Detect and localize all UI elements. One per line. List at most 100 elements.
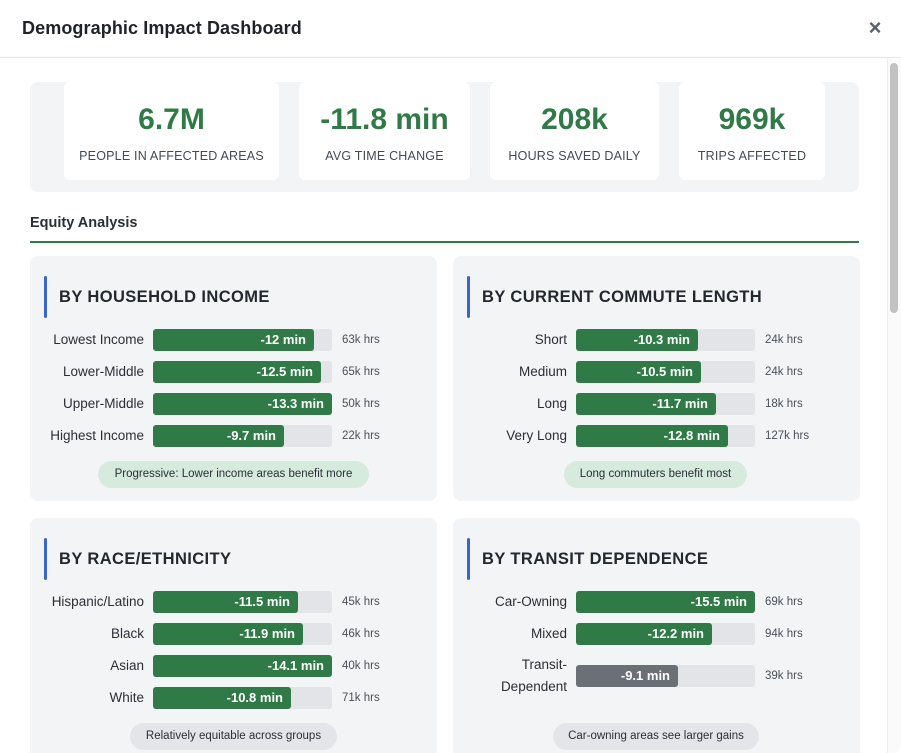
card-title: BY HOUSEHOLD INCOME (59, 288, 270, 306)
bar-track: -12.2 min (576, 623, 755, 645)
bar-label: Long (536, 396, 567, 411)
bar-track: -14.1 min (153, 655, 332, 677)
bar-fill: -12 min (153, 329, 314, 351)
bar-row: Black -11.9 min 46k hrs (30, 623, 437, 647)
stat-label: TRIPS AFFECTED (697, 149, 807, 163)
card-header: BY RACE/ETHNICITY (44, 538, 231, 580)
bar-row: Very Long -12.8 min 127k hrs (453, 425, 860, 449)
bar-row: Long -11.7 min 18k hrs (453, 393, 860, 417)
bar-fill: -10.5 min (576, 361, 701, 383)
bar-label: Very Long (506, 428, 567, 443)
stat-label: HOURS SAVED DAILY (508, 149, 641, 163)
bar-track: -15.5 min (576, 591, 755, 613)
hours-value: 24k hrs (765, 334, 803, 346)
equity-note: Progressive: Lower income areas benefit … (98, 461, 369, 488)
bar-row: Hispanic/Latino -11.5 min 45k hrs (30, 591, 437, 615)
stat-label: PEOPLE IN AFFECTED AREAS (79, 149, 264, 163)
hours-value: 65k hrs (342, 366, 380, 378)
bar-track: -10.5 min (576, 361, 755, 383)
modal-body[interactable]: 6.7M PEOPLE IN AFFECTED AREAS -11.8 min … (0, 59, 901, 753)
bar-label: Black (110, 626, 144, 641)
bar-fill: -15.5 min (576, 591, 755, 613)
bar-label-line: Transit- (521, 657, 567, 672)
hours-value: 69k hrs (765, 596, 803, 608)
hours-value: 127k hrs (765, 430, 810, 442)
bar-fill: -9.1 min (576, 665, 678, 687)
bar-row: Upper-Middle -13.3 min 50k hrs (30, 393, 437, 417)
bar-fill: -12.8 min (576, 425, 728, 447)
bar-label: Mixed (530, 626, 567, 641)
bar-label: Hispanic/Latino (51, 594, 144, 609)
bar-label: White (109, 690, 144, 705)
bar-track: -13.3 min (153, 393, 332, 415)
hours-value: 39k hrs (765, 670, 803, 682)
stat-card-hours-saved: 208k HOURS SAVED DAILY (490, 82, 659, 180)
bar-label: Medium (518, 364, 567, 379)
bar-track: -10.3 min (576, 329, 755, 351)
bar-track: -9.7 min (153, 425, 332, 447)
bar-fill: -11.9 min (153, 623, 303, 645)
card-title: BY RACE/ETHNICITY (59, 550, 232, 568)
card-title: BY TRANSIT DEPENDENCE (482, 550, 709, 568)
bar-row: Mixed -12.2 min 94k hrs (453, 623, 860, 647)
bar-fill: -11.5 min (153, 591, 298, 613)
bar-row: Medium -10.5 min 24k hrs (453, 361, 860, 385)
hours-value: 18k hrs (765, 398, 803, 410)
bar-fill: -10.8 min (153, 687, 291, 709)
modal-title: Demographic Impact Dashboard (22, 18, 302, 38)
stat-value: 208k (541, 103, 608, 136)
card-household-income: BY HOUSEHOLD INCOME Lowest Income -12 min… (30, 256, 437, 501)
bar-fill: -14.1 min (153, 655, 332, 677)
hours-value: 94k hrs (765, 628, 803, 640)
hours-value: 46k hrs (342, 628, 380, 640)
bar-row: Lower-Middle -12.5 min 65k hrs (30, 361, 437, 385)
bar-fill: -12.5 min (153, 361, 321, 383)
bar-fill: -12.2 min (576, 623, 712, 645)
card-commute-length: BY CURRENT COMMUTE LENGTH Short -10.3 min… (453, 256, 860, 501)
equity-note: Relatively equitable across groups (130, 723, 337, 750)
card-header: BY TRANSIT DEPENDENCE (467, 538, 708, 580)
stat-value: 6.7M (138, 103, 205, 136)
bar-label-line: Dependent (500, 679, 567, 694)
bar-row: Car-Owning -15.5 min 69k hrs (453, 591, 860, 615)
stat-card-avg-time: -11.8 min AVG TIME CHANGE (299, 82, 470, 180)
bar-label: Asian (110, 658, 144, 673)
equity-note: Car-owning areas see larger gains (553, 723, 759, 750)
bar-track: -10.8 min (153, 687, 332, 709)
bar-row: Short -10.3 min 24k hrs (453, 329, 860, 353)
bar-track: -12.8 min (576, 425, 755, 447)
scrollbar-thumb[interactable] (890, 63, 898, 313)
bar-track: -12.5 min (153, 361, 332, 383)
bar-track: -12 min (153, 329, 332, 351)
summary-stats: 6.7M PEOPLE IN AFFECTED AREAS -11.8 min … (30, 82, 859, 192)
card-header: BY CURRENT COMMUTE LENGTH (467, 276, 762, 318)
stat-card-trips: 969k TRIPS AFFECTED (679, 82, 825, 180)
bar-fill: -9.7 min (153, 425, 284, 447)
bar-label: Upper-Middle (62, 396, 144, 411)
equity-note: Long commuters benefit most (564, 461, 747, 488)
bar-track: -11.5 min (153, 591, 332, 613)
bar-label: Highest Income (50, 428, 144, 443)
card-title: BY CURRENT COMMUTE LENGTH (482, 288, 763, 306)
hours-value: 71k hrs (342, 692, 380, 704)
hours-value: 50k hrs (342, 398, 380, 410)
hours-value: 24k hrs (765, 366, 803, 378)
hours-value: 40k hrs (342, 660, 380, 672)
bar-row: Lowest Income -12 min 63k hrs (30, 329, 437, 353)
card-transit-dependence: BY TRANSIT DEPENDENCE Car-Owning -15.5 mi… (453, 518, 860, 753)
hours-value: 63k hrs (342, 334, 380, 346)
bar-fill: -10.3 min (576, 329, 698, 351)
stat-value: -11.8 min (320, 103, 449, 136)
stat-value: 969k (718, 103, 786, 136)
card-race-ethnicity: BY RACE/ETHNICITY Hispanic/Latino -11.5 m… (30, 518, 437, 753)
modal-header: Demographic Impact Dashboard × (0, 0, 901, 58)
bar-label: Short (534, 332, 567, 347)
stat-card-people: 6.7M PEOPLE IN AFFECTED AREAS (64, 82, 279, 180)
card-header: BY HOUSEHOLD INCOME (44, 276, 269, 318)
hours-value: 45k hrs (342, 596, 380, 608)
section-divider (30, 241, 859, 243)
bar-row: Transit- Dependent -9.1 min 39k hrs (453, 657, 860, 694)
bar-fill: -13.3 min (153, 393, 332, 415)
close-icon[interactable]: × (868, 15, 882, 40)
